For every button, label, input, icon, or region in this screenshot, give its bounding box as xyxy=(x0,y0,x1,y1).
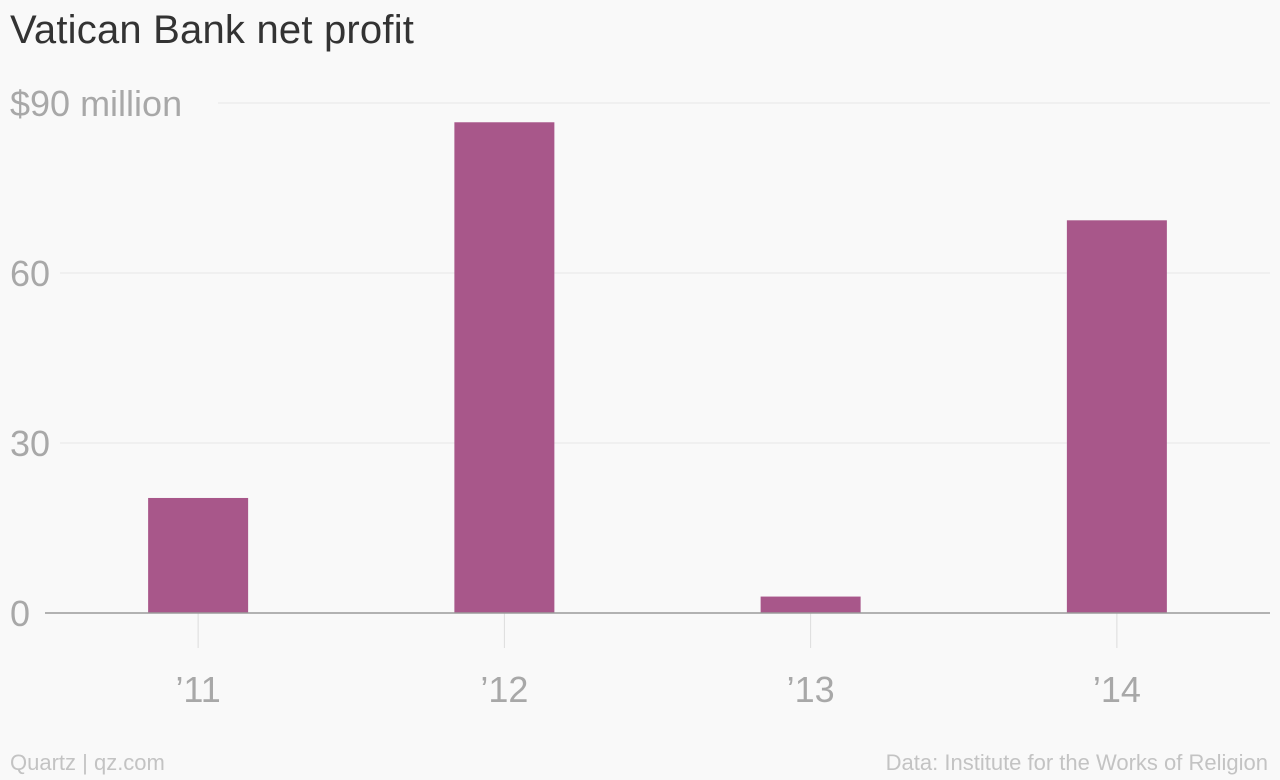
chart-title: Vatican Bank net profit xyxy=(10,8,415,52)
bar-2 xyxy=(760,596,861,613)
footer-publisher: Quartz | qz.com xyxy=(10,750,165,775)
x-axis-ticks: ’11 ’12 ’13 ’14 xyxy=(175,669,1140,710)
footer-data-source: Data: Institute for the Works of Religio… xyxy=(885,750,1268,775)
bar-1 xyxy=(454,122,555,614)
x-tick-label-0: ’11 xyxy=(175,669,220,710)
x-axis xyxy=(45,612,1270,648)
bar-3 xyxy=(1066,220,1167,614)
x-tick-label-1: ’12 xyxy=(480,669,528,710)
x-tick-label-3: ’14 xyxy=(1093,669,1141,710)
y-axis-ticks: 0 30 60 $90 million xyxy=(10,83,182,634)
y-tick-label-90: $90 million xyxy=(10,83,182,124)
bar-0 xyxy=(148,497,249,613)
x-tick-label-2: ’13 xyxy=(787,669,835,710)
y-tick-label-0: 0 xyxy=(10,593,30,634)
y-tick-label-30: 30 xyxy=(10,423,50,464)
y-tick-label-60: 60 xyxy=(10,253,50,294)
bars xyxy=(148,122,1167,614)
